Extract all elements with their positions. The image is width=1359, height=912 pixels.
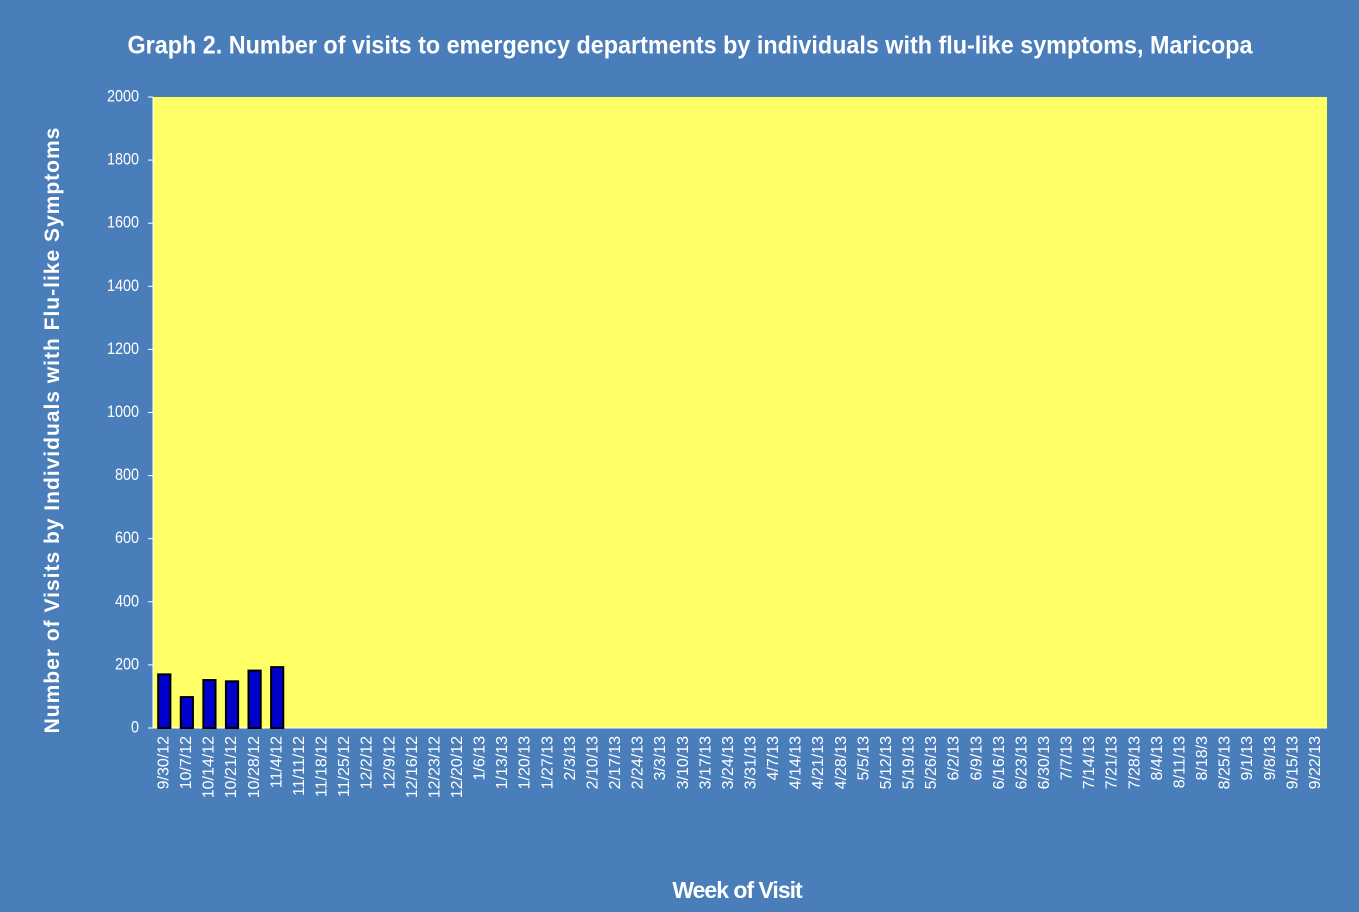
- x-tick-label: 9/8/13: [1262, 736, 1279, 781]
- x-tick-label: 10/7/12: [178, 736, 195, 789]
- x-tick-label: 9/1/13: [1239, 736, 1256, 781]
- x-tick-label: 8/11/13: [1171, 736, 1188, 788]
- x-tick-label: 8/25/13: [1217, 736, 1234, 789]
- x-tick-label: 2/17/13: [607, 736, 624, 789]
- x-tick-label: 7/14/13: [1081, 736, 1098, 789]
- x-tick-label: 7/28/13: [1126, 736, 1143, 789]
- x-tick-label: 6/9/13: [968, 736, 985, 781]
- x-tick-label: 3/17/13: [697, 736, 714, 789]
- x-tick-label: 5/19/13: [901, 736, 918, 789]
- x-tick-label: 11/4/12: [268, 736, 285, 788]
- x-tick-label: 10/28/12: [246, 736, 263, 798]
- chart-title: Graph 2. Number of visits to emergency d…: [128, 32, 1254, 60]
- y-tick-label: 600: [115, 528, 139, 547]
- x-tick-label: 12/20/12: [449, 736, 466, 798]
- x-tick-label: 6/16/13: [991, 736, 1008, 789]
- y-axis-label: Number of Visits by Individuals with Flu…: [41, 126, 64, 734]
- x-tick-label: 12/16/12: [404, 736, 421, 798]
- bar: [270, 666, 285, 730]
- plot-area: [153, 97, 1327, 728]
- x-tick-label: 9/30/12: [156, 736, 173, 789]
- x-tick-label: 5/12/13: [878, 736, 895, 789]
- x-tick-label: 6/2/13: [946, 736, 963, 781]
- x-tick-label: 5/5/13: [855, 736, 872, 781]
- x-tick-label: 2/3/13: [562, 736, 579, 781]
- x-tick-label: 4/14/13: [788, 736, 805, 789]
- x-tick-label: 9/15/13: [1284, 736, 1301, 789]
- x-tick-label: 1/27/13: [539, 736, 556, 789]
- x-tick-label: 1/6/13: [472, 736, 489, 781]
- x-tick-label: 1/20/13: [517, 736, 534, 789]
- x-tick-label: 4/7/13: [765, 736, 782, 781]
- bar: [247, 669, 262, 729]
- x-tick-label: 4/28/13: [833, 736, 850, 789]
- x-tick-label: 11/25/12: [336, 736, 353, 797]
- x-tick-label: 6/30/13: [1036, 736, 1053, 789]
- x-tick-label: 11/11/12: [291, 736, 308, 796]
- y-tick-label: 1800: [107, 150, 139, 169]
- x-tick-label: 2/10/13: [584, 736, 601, 789]
- x-tick-label: 9/22/13: [1307, 736, 1324, 789]
- x-tick-label: 2/24/13: [630, 736, 647, 789]
- x-tick-label: 4/21/13: [810, 736, 827, 789]
- bar: [202, 679, 217, 730]
- y-tick-label: 1400: [107, 276, 139, 295]
- x-tick-label: 3/24/13: [720, 736, 737, 789]
- x-tick-label: 10/14/12: [201, 736, 218, 798]
- x-tick-label: 12/2/12: [359, 736, 376, 789]
- y-tick-label: 2000: [107, 86, 139, 105]
- x-tick-label: 11/18/12: [314, 736, 331, 797]
- x-tick-label: 8/18/3: [1194, 736, 1211, 781]
- x-tick-label: 5/26/13: [923, 736, 940, 789]
- x-tick-label: 12/23/12: [426, 736, 443, 798]
- x-tick-label: 7/7/13: [1059, 736, 1076, 781]
- x-tick-label: 7/21/13: [1104, 736, 1121, 789]
- x-tick-label: 10/21/12: [223, 736, 240, 798]
- y-tick-label: 1600: [107, 213, 139, 232]
- y-tick-label: 200: [115, 654, 139, 673]
- x-tick-label: 8/4/13: [1149, 736, 1166, 781]
- x-tick-label: 1/13/13: [494, 736, 511, 789]
- x-tick-label: 12/9/12: [381, 736, 398, 789]
- y-tick-label: 1000: [107, 402, 139, 421]
- x-tick-label: 6/23/13: [1013, 736, 1030, 789]
- bar: [157, 673, 172, 729]
- y-tick-label: 800: [115, 465, 139, 484]
- x-tick-label: 3/31/13: [743, 736, 760, 789]
- x-tick-label: 3/10/13: [675, 736, 692, 789]
- y-tick-label: 1200: [107, 339, 139, 358]
- y-tick-label: 400: [115, 591, 139, 610]
- y-tick-label: 0: [131, 717, 139, 736]
- x-tick-label: 3/3/13: [652, 736, 669, 781]
- bar: [179, 696, 194, 729]
- bar: [224, 680, 240, 730]
- x-axis-label: Week of Visit: [672, 877, 803, 903]
